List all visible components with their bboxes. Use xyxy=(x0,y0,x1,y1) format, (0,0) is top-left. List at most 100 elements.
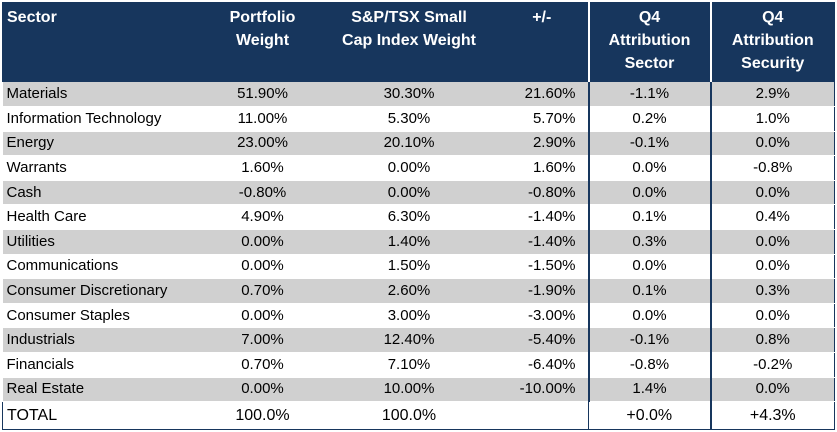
cell-attr-sector: 0.0% xyxy=(587,180,711,206)
cell-diff: -1.40% xyxy=(495,229,589,255)
total-attr-security: +4.3% xyxy=(709,401,835,431)
table-row: Energy 23.00% 20.10% 2.90% -0.1% 0.0% xyxy=(2,131,835,157)
total-portfolio-weight: 100.0% xyxy=(202,401,323,431)
cell-attr-sector: 0.1% xyxy=(587,204,711,231)
cell-sector: Consumer Discretionary xyxy=(2,278,203,304)
table-row: Utilities 0.00% 1.40% -1.40% 0.3% 0.0% xyxy=(2,229,835,255)
cell-sector: Real Estate xyxy=(2,377,203,403)
header-portfolio-line2: Weight xyxy=(235,32,290,49)
cell-sector: Materials xyxy=(2,82,203,108)
cell-sector: Energy xyxy=(2,131,203,157)
cell-attr-sector: 0.3% xyxy=(587,229,711,255)
cell-index-weight: 30.30% xyxy=(322,82,496,108)
cell-index-weight: 12.40% xyxy=(322,327,496,354)
cell-attr-security: 0.8% xyxy=(709,327,835,354)
cell-diff: 21.60% xyxy=(495,82,589,108)
cell-attr-sector: 0.0% xyxy=(587,303,711,329)
cell-portfolio-weight: 0.00% xyxy=(202,254,323,280)
cell-portfolio-weight: 23.00% xyxy=(202,131,323,157)
cell-diff: 1.60% xyxy=(495,155,589,181)
cell-sector: Utilities xyxy=(2,229,203,255)
cell-index-weight: 6.30% xyxy=(322,204,496,231)
cell-attr-security: 1.0% xyxy=(709,106,835,132)
cell-index-weight: 1.50% xyxy=(322,254,496,280)
cell-index-weight: 0.00% xyxy=(322,180,496,206)
header-attr-sector-line2: Attribution xyxy=(608,32,691,49)
header-diff: +/- xyxy=(495,2,589,82)
header-index-weight: S&P/TSX Small Cap Index Weight xyxy=(322,2,496,82)
header-sector: Sector xyxy=(2,2,203,82)
cell-diff: -5.40% xyxy=(495,327,589,354)
cell-portfolio-weight: -0.80% xyxy=(202,180,323,206)
cell-attr-security: 2.9% xyxy=(709,82,835,108)
cell-diff: -1.90% xyxy=(495,278,589,304)
cell-attr-security: 0.4% xyxy=(709,204,835,231)
table-row: Health Care 4.90% 6.30% -1.40% 0.1% 0.4% xyxy=(2,204,835,231)
cell-portfolio-weight: 11.00% xyxy=(202,106,323,132)
header-index-line2: Cap Index Weight xyxy=(342,32,476,49)
cell-attr-sector: -0.1% xyxy=(587,131,711,157)
cell-diff: -1.40% xyxy=(495,204,589,231)
header-attr-security-line2: Attribution xyxy=(731,32,814,49)
header-attribution-security: Q4 Attribution Security xyxy=(709,2,835,82)
cell-portfolio-weight: 0.00% xyxy=(202,377,323,403)
cell-sector: Cash xyxy=(2,180,203,206)
table-row: Materials 51.90% 30.30% 21.60% -1.1% 2.9… xyxy=(2,82,835,108)
total-index-weight: 100.0% xyxy=(322,401,496,431)
header-sector-label: Sector xyxy=(7,9,57,26)
cell-sector: Information Technology xyxy=(2,106,203,132)
cell-attr-sector: 0.1% xyxy=(587,278,711,304)
header-attr-security-line3: Security xyxy=(741,55,805,72)
total-label: TOTAL xyxy=(2,401,203,431)
cell-portfolio-weight: 0.00% xyxy=(202,229,323,255)
cell-portfolio-weight: 0.70% xyxy=(202,352,323,378)
cell-attr-sector: 0.0% xyxy=(587,254,711,280)
cell-diff: 2.90% xyxy=(495,131,589,157)
cell-attr-security: 0.0% xyxy=(709,377,835,403)
cell-attr-security: 0.0% xyxy=(709,254,835,280)
total-diff xyxy=(495,401,589,431)
cell-portfolio-weight: 1.60% xyxy=(202,155,323,181)
cell-attr-sector: -0.1% xyxy=(587,327,711,354)
header-index-line1: S&P/TSX Small xyxy=(351,9,467,26)
header-attr-security-line1: Q4 xyxy=(762,9,784,26)
cell-attr-security: 0.0% xyxy=(709,229,835,255)
cell-portfolio-weight: 51.90% xyxy=(202,82,323,108)
cell-index-weight: 3.00% xyxy=(322,303,496,329)
table-row: Communications 0.00% 1.50% -1.50% 0.0% 0… xyxy=(2,254,835,280)
cell-sector: Consumer Staples xyxy=(2,303,203,329)
header-portfolio-line1: Portfolio xyxy=(229,9,296,26)
cell-attr-sector: 0.0% xyxy=(587,155,711,181)
cell-portfolio-weight: 0.70% xyxy=(202,278,323,304)
cell-attr-security: 0.0% xyxy=(709,180,835,206)
table-row: Information Technology 11.00% 5.30% 5.70… xyxy=(2,106,835,132)
cell-index-weight: 1.40% xyxy=(322,229,496,255)
cell-attr-sector: -0.8% xyxy=(587,352,711,378)
cell-index-weight: 10.00% xyxy=(322,377,496,403)
total-row: TOTAL 100.0% 100.0% +0.0% +4.3% xyxy=(2,401,835,431)
cell-sector: Industrials xyxy=(2,327,203,354)
cell-attr-security: 0.0% xyxy=(709,303,835,329)
cell-index-weight: 2.60% xyxy=(322,278,496,304)
cell-index-weight: 0.00% xyxy=(322,155,496,181)
cell-attr-security: 0.0% xyxy=(709,131,835,157)
cell-diff: -0.80% xyxy=(495,180,589,206)
header-row: Sector Portfolio Weight S&P/TSX Small Cap … xyxy=(2,2,835,82)
cell-index-weight: 20.10% xyxy=(322,131,496,157)
header-attribution-sector: Q4 Attribution Sector xyxy=(587,2,711,82)
cell-diff: -3.00% xyxy=(495,303,589,329)
table-body: Materials 51.90% 30.30% 21.60% -1.1% 2.9… xyxy=(2,82,835,431)
header-attr-sector-line3: Sector xyxy=(624,55,675,72)
table-row: Consumer Staples 0.00% 3.00% -3.00% 0.0%… xyxy=(2,303,835,329)
cell-index-weight: 5.30% xyxy=(322,106,496,132)
table-row: Industrials 7.00% 12.40% -5.40% -0.1% 0.… xyxy=(2,327,835,354)
table-row: Warrants 1.60% 0.00% 1.60% 0.0% -0.8% xyxy=(2,155,835,181)
table-row: Real Estate 0.00% 10.00% -10.00% 1.4% 0.… xyxy=(2,377,835,403)
total-attr-sector: +0.0% xyxy=(588,401,711,431)
header-diff-label: +/- xyxy=(532,9,552,26)
table-row: Financials 0.70% 7.10% -6.40% -0.8% -0.2… xyxy=(2,352,835,378)
cell-attr-sector: -1.1% xyxy=(587,82,711,108)
cell-sector: Warrants xyxy=(2,155,203,181)
cell-diff: -6.40% xyxy=(495,352,589,378)
cell-portfolio-weight: 0.00% xyxy=(202,303,323,329)
